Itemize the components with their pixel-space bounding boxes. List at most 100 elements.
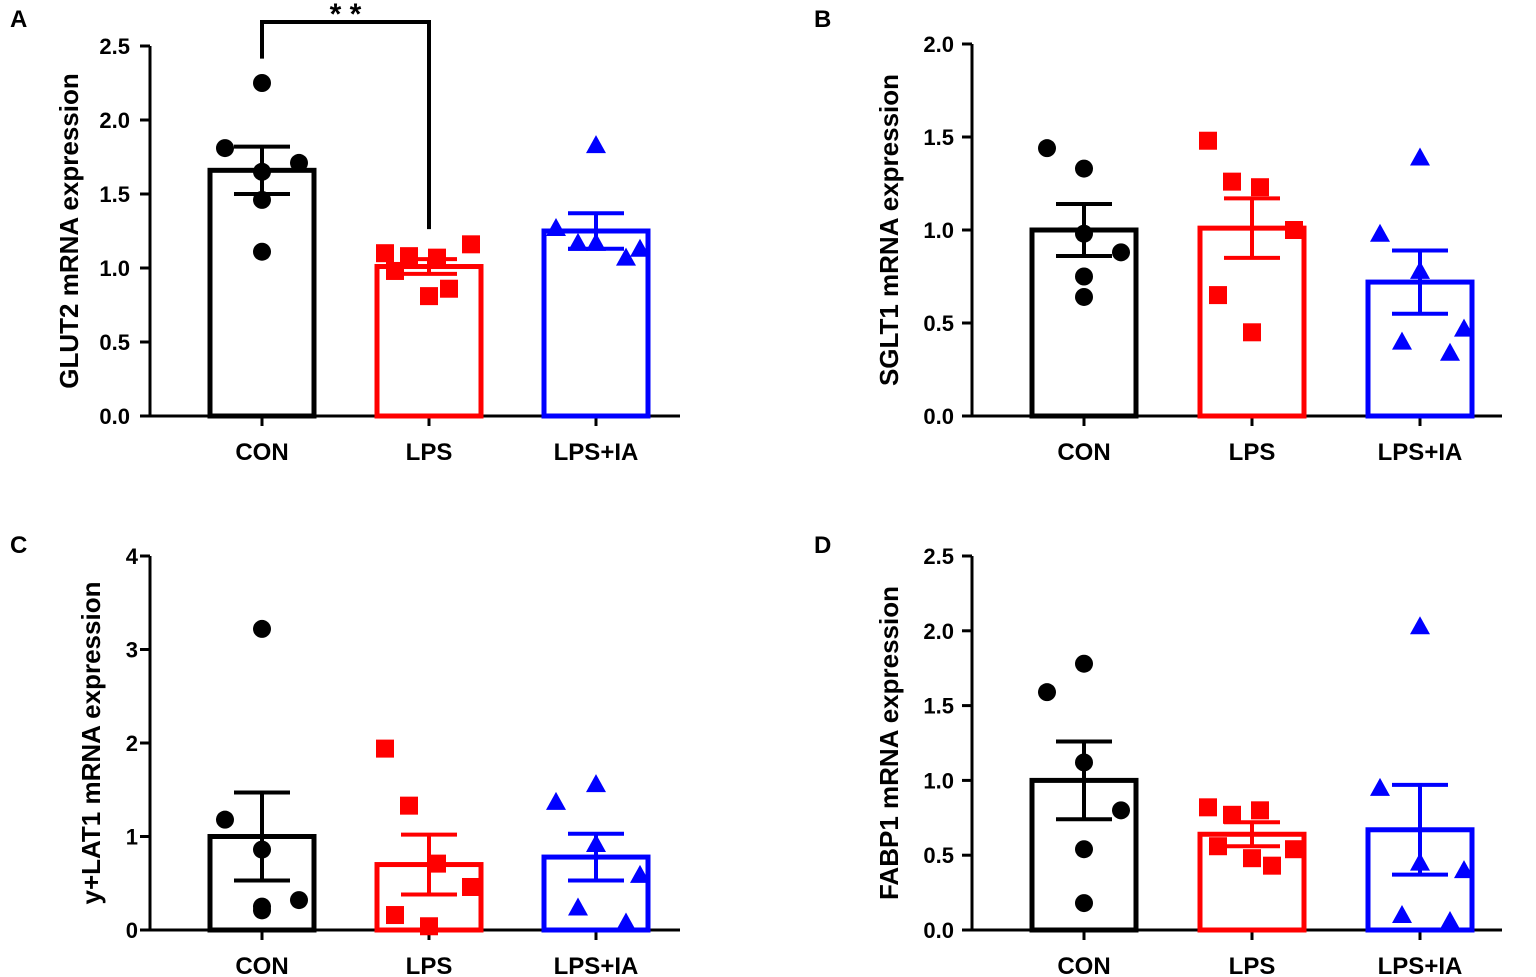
data-point [586, 833, 606, 852]
y-tick-label: 0.0 [923, 404, 954, 429]
panel-label: D [814, 532, 831, 559]
data-point [1370, 777, 1390, 796]
data-point [1370, 223, 1390, 242]
x-tick-label: LPS [406, 439, 453, 466]
data-point [1440, 911, 1460, 930]
data-point [253, 190, 271, 209]
x-tick-label: LPS+IA [1378, 953, 1463, 977]
panel-A: A 0.0 0.5 1.0 1.5 2.0 2.5 GLUT2 mRNA expression… [10, 0, 680, 466]
data-point [216, 139, 234, 158]
data-point [1440, 342, 1460, 361]
y-tick-label: 1 [126, 825, 138, 850]
y-tick-label: 2 [126, 731, 138, 756]
data-point [1454, 318, 1474, 337]
data-point [420, 917, 438, 936]
y-tick-label: 0.5 [923, 843, 954, 868]
panel-label: C [10, 532, 27, 559]
data-point [1410, 852, 1430, 871]
bar-lps-ia [541, 228, 651, 419]
y-axis-label: FABP1 mRNA expression [874, 586, 904, 900]
data-point [1243, 323, 1261, 342]
data-point [1223, 805, 1241, 824]
data-point [253, 242, 271, 261]
data-point [462, 877, 480, 896]
data-point [586, 232, 606, 251]
data-point [253, 74, 271, 92]
data-point [630, 864, 650, 883]
y-tick-label: 2.5 [923, 544, 954, 569]
data-point [630, 238, 650, 257]
data-point [440, 279, 458, 298]
data-point [1410, 147, 1430, 166]
data-point [1075, 267, 1093, 286]
y-tick-label: 0.0 [923, 918, 954, 943]
y-tick-label: 4 [126, 544, 139, 569]
data-point [253, 840, 271, 859]
data-point [253, 901, 271, 920]
x-tick-label: CON [235, 953, 288, 977]
data-point [290, 153, 308, 172]
x-tick-label: LPS [1229, 439, 1276, 466]
y-axis-label: SGLT1 mRNA expression [874, 74, 904, 386]
data-point [1454, 860, 1474, 879]
data-point [428, 854, 446, 873]
data-point [1038, 683, 1056, 702]
data-point [568, 232, 588, 251]
data-point [420, 287, 438, 306]
y-tick-label: 1.5 [923, 125, 954, 150]
significance-bracket [260, 20, 431, 230]
x-tick-label: CON [235, 439, 288, 466]
data-point [586, 135, 606, 154]
data-point [546, 218, 566, 237]
data-point [1251, 801, 1269, 820]
data-point [1285, 221, 1303, 239]
data-point [1251, 178, 1269, 197]
y-axis-label: y+LAT1 mRNA expression [76, 582, 106, 905]
data-point [1075, 159, 1093, 178]
data-point [1075, 840, 1093, 859]
data-point [253, 619, 271, 638]
y-tick-label: 1.5 [99, 182, 130, 207]
data-point [253, 162, 271, 181]
data-point [1038, 139, 1056, 158]
data-point [616, 912, 636, 931]
data-point [216, 810, 234, 829]
data-point [1263, 856, 1281, 875]
data-point [462, 235, 480, 254]
panel-label: A [10, 6, 27, 33]
data-point [1112, 801, 1130, 820]
y-tick-label: 2.0 [99, 108, 130, 133]
data-point [1243, 849, 1261, 868]
y-tick-label: 1.0 [923, 218, 954, 243]
data-point [290, 891, 308, 910]
y-tick-label: 0 [126, 918, 138, 943]
data-point [1410, 260, 1430, 279]
x-tick-label: LPS [406, 953, 453, 977]
y-tick-label: 1.5 [923, 694, 954, 719]
data-point [1075, 894, 1093, 913]
x-tick-label: LPS+IA [554, 953, 639, 977]
y-tick-label: 2.0 [923, 32, 954, 57]
data-point [400, 247, 418, 266]
data-point [1075, 753, 1093, 772]
panel-label: B [814, 6, 831, 33]
data-point [1209, 837, 1227, 856]
data-point [546, 791, 566, 810]
panel-D: D 0.0 0.5 1.0 1.5 2.0 2.5 FABP1 mRNA expression… [814, 532, 1502, 977]
data-point [1223, 172, 1241, 191]
x-tick-label: LPS+IA [554, 439, 639, 466]
data-point [1199, 798, 1217, 817]
data-point [400, 796, 418, 815]
data-point [386, 906, 404, 925]
y-tick-label: 1.0 [923, 768, 954, 793]
data-point [1392, 905, 1412, 924]
x-tick-label: LPS+IA [1378, 439, 1463, 466]
x-tick-label: CON [1057, 439, 1110, 466]
data-point [376, 739, 394, 758]
y-tick-label: 3 [126, 638, 138, 663]
y-tick-label: 0.5 [99, 330, 130, 355]
data-point [1199, 131, 1217, 150]
y-tick-label: 2.5 [99, 34, 130, 59]
data-point [1209, 286, 1227, 305]
